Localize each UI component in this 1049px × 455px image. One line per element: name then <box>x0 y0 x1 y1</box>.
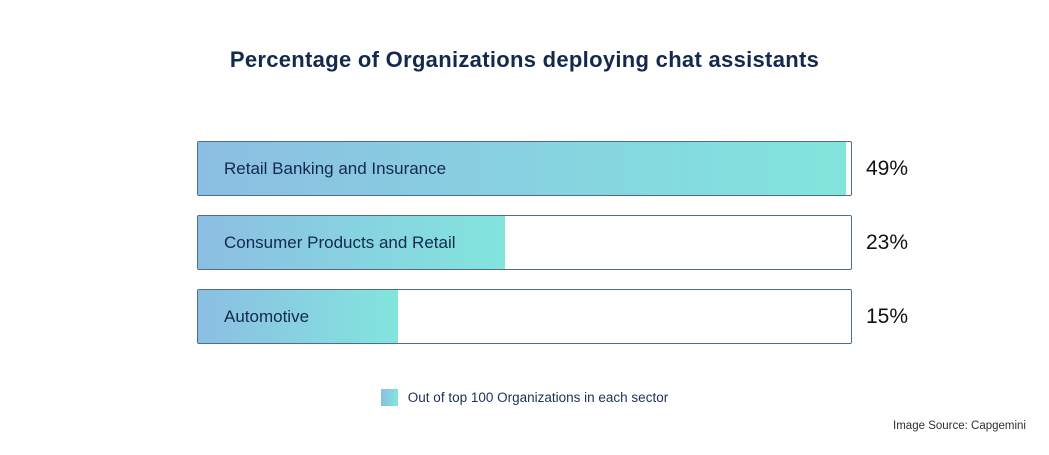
bar-label: Consumer Products and Retail <box>224 232 456 252</box>
bar-label: Retail Banking and Insurance <box>224 158 447 178</box>
bar-track: Retail Banking and Insurance <box>197 141 852 196</box>
bar-fill <box>198 290 398 343</box>
legend-label: Out of top 100 Organizations in each sec… <box>407 390 669 405</box>
bar-value-label: 23% <box>866 230 909 254</box>
bar-fill <box>198 216 505 269</box>
chart-title: Percentage of Organizations deploying ch… <box>229 47 820 72</box>
bar-track: Automotive <box>197 289 852 344</box>
bar-label: Automotive <box>224 306 310 326</box>
bar-chart: Retail Banking and Insurance 49% Consume… <box>197 141 908 363</box>
bar-fill <box>198 142 846 195</box>
bar-row: Retail Banking and Insurance 49% <box>197 141 908 196</box>
bar-value-label: 15% <box>866 304 909 328</box>
legend: Out of top 100 Organizations in each sec… <box>0 389 1049 406</box>
image-source-note: Image Source: Capgemini <box>893 420 1026 432</box>
bar-row: Automotive 15% <box>197 289 908 344</box>
bar-row: Consumer Products and Retail 23% <box>197 215 908 270</box>
bar-value-label: 49% <box>866 156 909 180</box>
bar-track: Consumer Products and Retail <box>197 215 852 270</box>
legend-swatch-icon <box>380 389 398 406</box>
